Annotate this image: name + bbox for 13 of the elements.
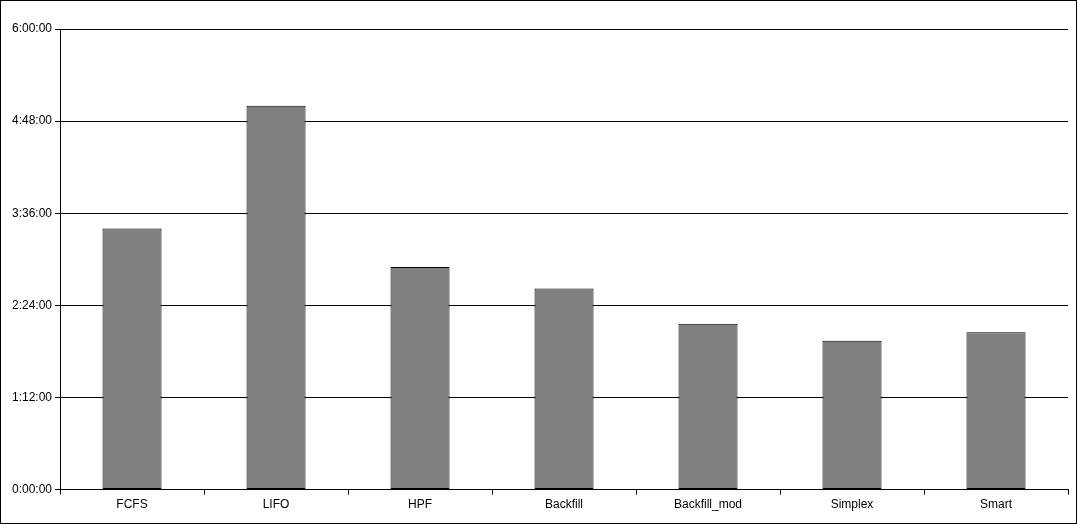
x-tick-label: Backfill: [545, 497, 584, 512]
y-tick-label: 6:00:00: [11, 21, 53, 36]
x-tick-label: Smart: [979, 497, 1013, 512]
y-tick-label: 0:00:00: [11, 481, 53, 496]
y-tick-label: 2:24:00: [11, 297, 53, 312]
x-tick-label: Backfill_mod: [674, 497, 743, 512]
y-tick-label: 4:48:00: [11, 113, 53, 128]
y-tick-label: 3:36:00: [11, 205, 53, 220]
y-tick-label: 1:12:00: [11, 389, 53, 404]
x-tick-label: FCFS: [116, 497, 148, 512]
x-tick-label: LIFO: [262, 497, 290, 512]
x-tick-label: Simplex: [830, 497, 874, 512]
x-tick-label: HPF: [408, 497, 433, 512]
